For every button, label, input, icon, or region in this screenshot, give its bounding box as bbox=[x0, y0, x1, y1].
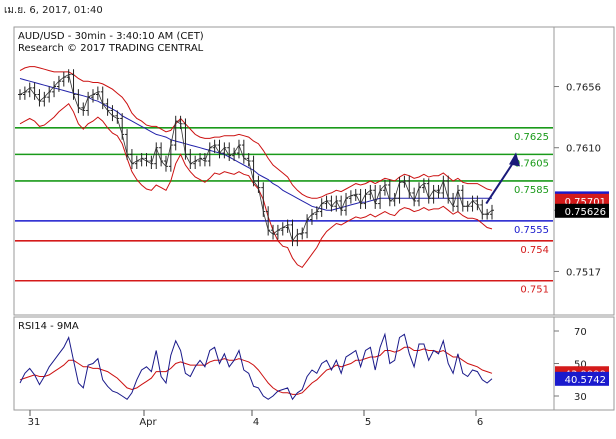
x-tick-label: Apr bbox=[139, 417, 157, 428]
rsi-line bbox=[19, 332, 493, 401]
rsi-badge bbox=[555, 371, 609, 386]
price-axis-strip bbox=[553, 26, 615, 316]
rsi-axis-strip bbox=[553, 316, 615, 411]
level-label: 0.751 bbox=[520, 285, 549, 296]
x-tick-label: 31 bbox=[28, 417, 41, 428]
rsi-panel: 30507043.999940.5742 bbox=[19, 327, 609, 403]
x-tick-label: 4 bbox=[253, 417, 259, 428]
price-panel: 0.75170.75630.76100.76560.76250.76050.75… bbox=[15, 66, 609, 296]
level-label: 0.7625 bbox=[514, 132, 549, 143]
price-badge-label: 0.75626 bbox=[565, 207, 606, 218]
rsi-y-tick-label: 70 bbox=[574, 327, 587, 338]
price-y-tick-label: 0.7517 bbox=[566, 267, 601, 278]
rsi-badge-label: 40.5742 bbox=[565, 375, 606, 386]
price-y-tick-label: 0.7656 bbox=[566, 83, 601, 94]
rsi-y-tick-label: 30 bbox=[574, 392, 587, 403]
rsi-y-tick-label: 50 bbox=[574, 360, 587, 371]
level-label: 0.7555 bbox=[514, 225, 549, 236]
level-label: 0.754 bbox=[520, 245, 549, 256]
level-label: 0.7585 bbox=[514, 185, 549, 196]
price-badge-label: 0.75701 bbox=[565, 197, 606, 208]
price-panel-frame bbox=[13, 26, 555, 316]
bollinger-upper-line bbox=[19, 66, 493, 199]
bollinger-lower-line bbox=[19, 103, 493, 269]
x-tick-label: 5 bbox=[365, 417, 371, 428]
price-chart-subtitle: Research © 2017 TRADING CENTRAL bbox=[18, 43, 204, 54]
rsi-panel-frame bbox=[13, 316, 555, 411]
level-label: 0.7605 bbox=[514, 158, 549, 169]
price-badge bbox=[555, 203, 609, 218]
price-chart-title: AUD/USD - 30min - 3:40:10 AM (CET) bbox=[18, 31, 204, 42]
price-y-tick-label: 0.7610 bbox=[566, 144, 601, 155]
chart-datetime: เม.ย. 6, 2017, 01:40 bbox=[4, 5, 103, 16]
moving-average-line bbox=[19, 78, 492, 211]
rsi-chart-title: RSI14 - 9MA bbox=[18, 321, 79, 332]
projection-arrow-shaft bbox=[485, 157, 517, 205]
price-close-line bbox=[19, 74, 493, 242]
projection-arrow-head bbox=[509, 152, 520, 167]
x-tick-label: 6 bbox=[477, 417, 483, 428]
x-axis: 31 Apr 4 5 6 bbox=[28, 410, 483, 428]
rsi-ma-line bbox=[19, 346, 493, 395]
